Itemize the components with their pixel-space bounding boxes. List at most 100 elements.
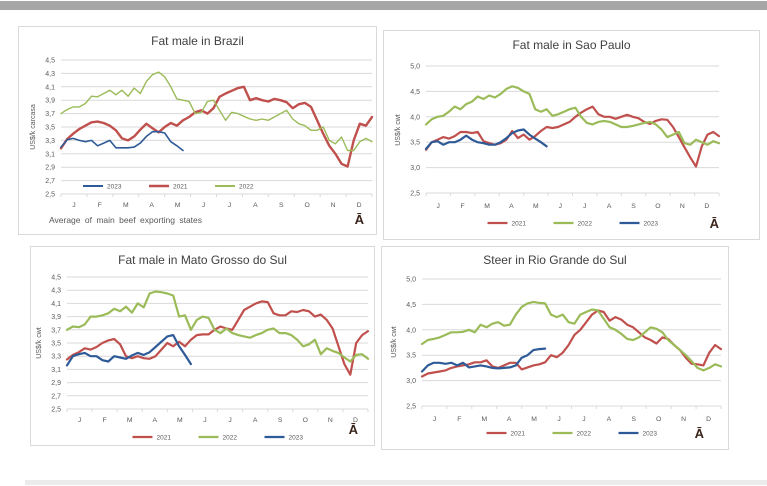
svg-text:A: A <box>149 202 154 209</box>
chart-panel-rio-grande: Steer in Rio Grande do Sul US$/k cwt 5,0… <box>381 246 729 450</box>
svg-text:O: O <box>303 417 308 424</box>
svg-text:O: O <box>655 203 660 210</box>
chart-title-brazil: Fat male in Brazil <box>151 34 244 48</box>
svg-text:2021: 2021 <box>157 435 172 442</box>
chart-panel-mato-grosso: Fat male in Mato Grosso do Sul US$/k cwt… <box>30 246 375 446</box>
svg-text:M: M <box>123 202 129 209</box>
svg-text:F: F <box>457 416 461 423</box>
svg-text:O: O <box>305 202 310 209</box>
svg-text:J: J <box>583 203 586 210</box>
svg-text:2021: 2021 <box>511 431 526 438</box>
svg-text:3,3: 3,3 <box>45 138 55 145</box>
svg-text:M: M <box>484 203 490 210</box>
svg-text:M: M <box>175 202 181 209</box>
svg-text:2022: 2022 <box>239 184 254 191</box>
svg-text:J: J <box>582 416 585 423</box>
svg-text:M: M <box>481 416 487 423</box>
svg-text:M: M <box>531 416 537 423</box>
svg-text:2,7: 2,7 <box>51 393 61 400</box>
svg-text:2,5: 2,5 <box>45 192 55 199</box>
svg-text:2,5: 2,5 <box>410 191 420 198</box>
svg-text:J: J <box>437 203 440 210</box>
chart-panel-brazil: Fat male in Brazil US$/k carcasa 4,5 4,3 4… <box>18 26 377 235</box>
svg-text:J: J <box>559 203 562 210</box>
svg-text:4,3: 4,3 <box>45 71 55 78</box>
svg-text:2023: 2023 <box>643 431 658 438</box>
line-plot-mato-grosso: 4,5 4,3 4,1 3,9 3,7 3,5 3,3 3,1 2,9 2,7 2,5 J F M A M J J… <box>51 275 370 442</box>
chart-title-rio-grande: Steer in Rio Grande do Sul <box>483 253 627 267</box>
line-plot-brazil: 4,5 4,3 4,1 3,9 3,7 3,5 3,3 3,1 2,9 2,7 2,5 J F M A M J J… <box>45 58 374 209</box>
svg-text:3,9: 3,9 <box>51 314 61 321</box>
svg-text:4,1: 4,1 <box>51 301 61 308</box>
svg-text:4,3: 4,3 <box>51 288 61 295</box>
svg-text:2022: 2022 <box>577 431 592 438</box>
svg-text:2022: 2022 <box>578 221 593 228</box>
svg-text:3,5: 3,5 <box>410 140 420 147</box>
svg-text:F: F <box>98 202 102 209</box>
svg-text:A: A <box>509 203 514 210</box>
top-divider-bar <box>0 1 767 10</box>
svg-text:3,5: 3,5 <box>406 353 416 360</box>
svg-text:3,9: 3,9 <box>45 98 55 105</box>
svg-text:S: S <box>278 417 283 424</box>
svg-text:4,0: 4,0 <box>410 114 420 121</box>
svg-text:2,9: 2,9 <box>51 380 61 387</box>
svg-text:M: M <box>533 203 539 210</box>
logo-mark: Ā <box>348 422 358 437</box>
svg-text:N: N <box>680 203 685 210</box>
svg-text:2022: 2022 <box>223 435 238 442</box>
svg-text:D: D <box>357 202 362 209</box>
svg-text:A: A <box>507 416 512 423</box>
svg-text:3,5: 3,5 <box>51 341 61 348</box>
svg-text:2,5: 2,5 <box>406 404 416 411</box>
svg-text:N: N <box>328 417 333 424</box>
svg-text:2023: 2023 <box>644 221 659 228</box>
svg-text:S: S <box>632 416 637 423</box>
svg-text:2,5: 2,5 <box>51 407 61 414</box>
svg-text:2021: 2021 <box>173 184 188 191</box>
svg-text:S: S <box>279 202 284 209</box>
svg-text:J: J <box>228 202 231 209</box>
svg-text:J: J <box>433 416 436 423</box>
line-plot-rio-grande: 5,0 4,5 4,0 3,5 3,0 2,5 J F M A M J J A S O N D 2021 2022 20… <box>406 277 723 438</box>
svg-text:J: J <box>557 416 560 423</box>
svg-text:4,5: 4,5 <box>51 275 61 282</box>
logo-mark: Ā <box>709 216 719 231</box>
chart-title-mato-grosso: Fat male in Mato Grosso do Sul <box>118 253 287 267</box>
svg-text:J: J <box>78 417 81 424</box>
logo-mark: Ā <box>354 212 364 227</box>
svg-text:S: S <box>631 203 636 210</box>
svg-text:2023: 2023 <box>107 184 122 191</box>
svg-text:D: D <box>706 416 711 423</box>
line-plot-sao-paulo: 5,0 4,5 4,0 3,5 3,0 2,5 J F M A M J J A S O N D 2021 2022 20… <box>410 64 721 228</box>
svg-text:3,7: 3,7 <box>45 111 55 118</box>
svg-text:D: D <box>353 417 358 424</box>
svg-text:J: J <box>202 202 205 209</box>
svg-text:J: J <box>72 202 75 209</box>
svg-text:4,5: 4,5 <box>45 58 55 65</box>
svg-text:M: M <box>127 417 133 424</box>
svg-text:A: A <box>253 417 258 424</box>
svg-text:O: O <box>656 416 661 423</box>
svg-text:3,5: 3,5 <box>45 125 55 132</box>
svg-text:4,0: 4,0 <box>406 327 416 334</box>
svg-text:F: F <box>103 417 107 424</box>
svg-text:N: N <box>681 416 686 423</box>
chart-panel-sao-paulo: Fat male in Sao Paulo US$/k cwt 5,0 4,5 4,… <box>383 30 760 240</box>
svg-text:3,3: 3,3 <box>51 354 61 361</box>
chart-title-sao-paulo: Fat male in Sao Paulo <box>512 38 631 52</box>
svg-text:A: A <box>607 416 612 423</box>
svg-text:F: F <box>461 203 465 210</box>
svg-text:4,1: 4,1 <box>45 84 55 91</box>
svg-text:3,0: 3,0 <box>406 378 416 385</box>
svg-text:5,0: 5,0 <box>410 64 420 71</box>
svg-text:3,1: 3,1 <box>51 367 61 374</box>
svg-text:M: M <box>177 417 183 424</box>
svg-text:4,5: 4,5 <box>406 302 416 309</box>
svg-text:3,0: 3,0 <box>410 165 420 172</box>
svg-text:J: J <box>203 417 206 424</box>
svg-text:D: D <box>704 203 709 210</box>
chart-footnote: Average of main beef exporting states <box>49 215 203 225</box>
logo-mark: Ā <box>694 426 704 441</box>
